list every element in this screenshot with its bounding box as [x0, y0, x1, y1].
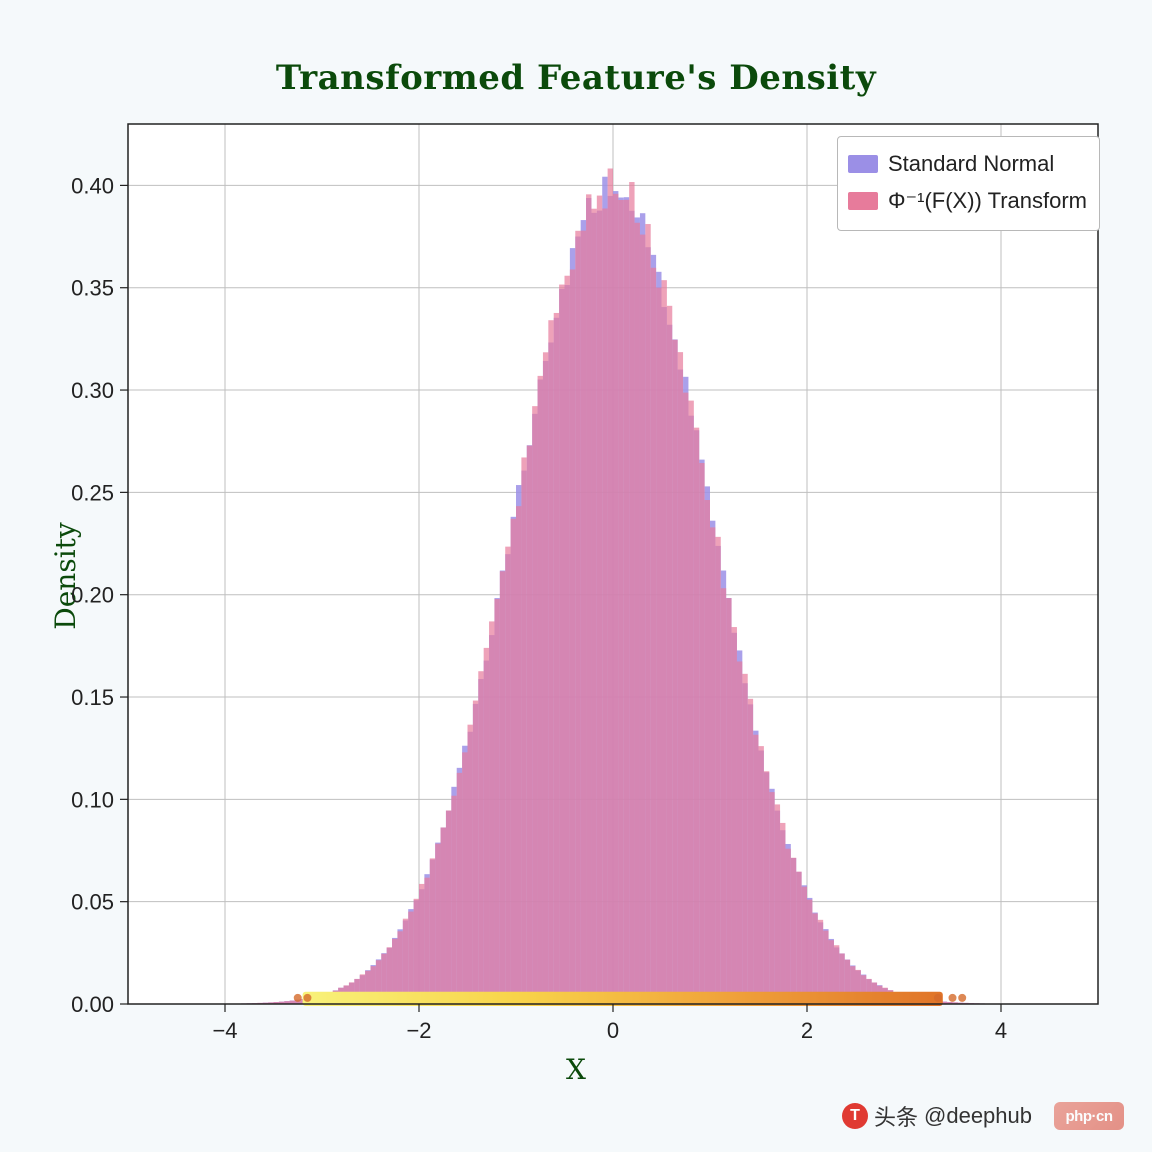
- legend: Standard NormalΦ⁻¹(F(X)) Transform: [837, 136, 1100, 231]
- legend-label: Standard Normal: [888, 145, 1054, 182]
- svg-text:−4: −4: [212, 1018, 237, 1043]
- svg-text:0.00: 0.00: [71, 992, 114, 1017]
- credit-line: T 头条 @deephub: [842, 1100, 1032, 1132]
- svg-text:0.05: 0.05: [71, 890, 114, 915]
- svg-text:2: 2: [801, 1018, 813, 1043]
- watermark: php·cn: [1054, 1102, 1124, 1130]
- legend-label: Φ⁻¹(F(X)) Transform: [888, 182, 1087, 219]
- svg-text:0.35: 0.35: [71, 276, 114, 301]
- chart-container: Transformed Feature's Density Density X …: [0, 0, 1152, 1152]
- svg-text:0.15: 0.15: [71, 685, 114, 710]
- svg-text:4: 4: [995, 1018, 1007, 1043]
- credit-handle: @deephub: [924, 1103, 1032, 1129]
- legend-patch: [848, 192, 878, 210]
- svg-text:−2: −2: [406, 1018, 431, 1043]
- legend-patch: [848, 155, 878, 173]
- svg-text:0: 0: [607, 1018, 619, 1043]
- legend-item: Φ⁻¹(F(X)) Transform: [848, 182, 1087, 219]
- toutiao-icon: T: [842, 1103, 868, 1129]
- svg-text:0.30: 0.30: [71, 378, 114, 403]
- svg-text:0.40: 0.40: [71, 173, 114, 198]
- legend-item: Standard Normal: [848, 145, 1087, 182]
- svg-text:0.10: 0.10: [71, 787, 114, 812]
- credit-prefix: 头条: [874, 1100, 918, 1132]
- svg-text:0.20: 0.20: [71, 583, 114, 608]
- svg-text:0.25: 0.25: [71, 480, 114, 505]
